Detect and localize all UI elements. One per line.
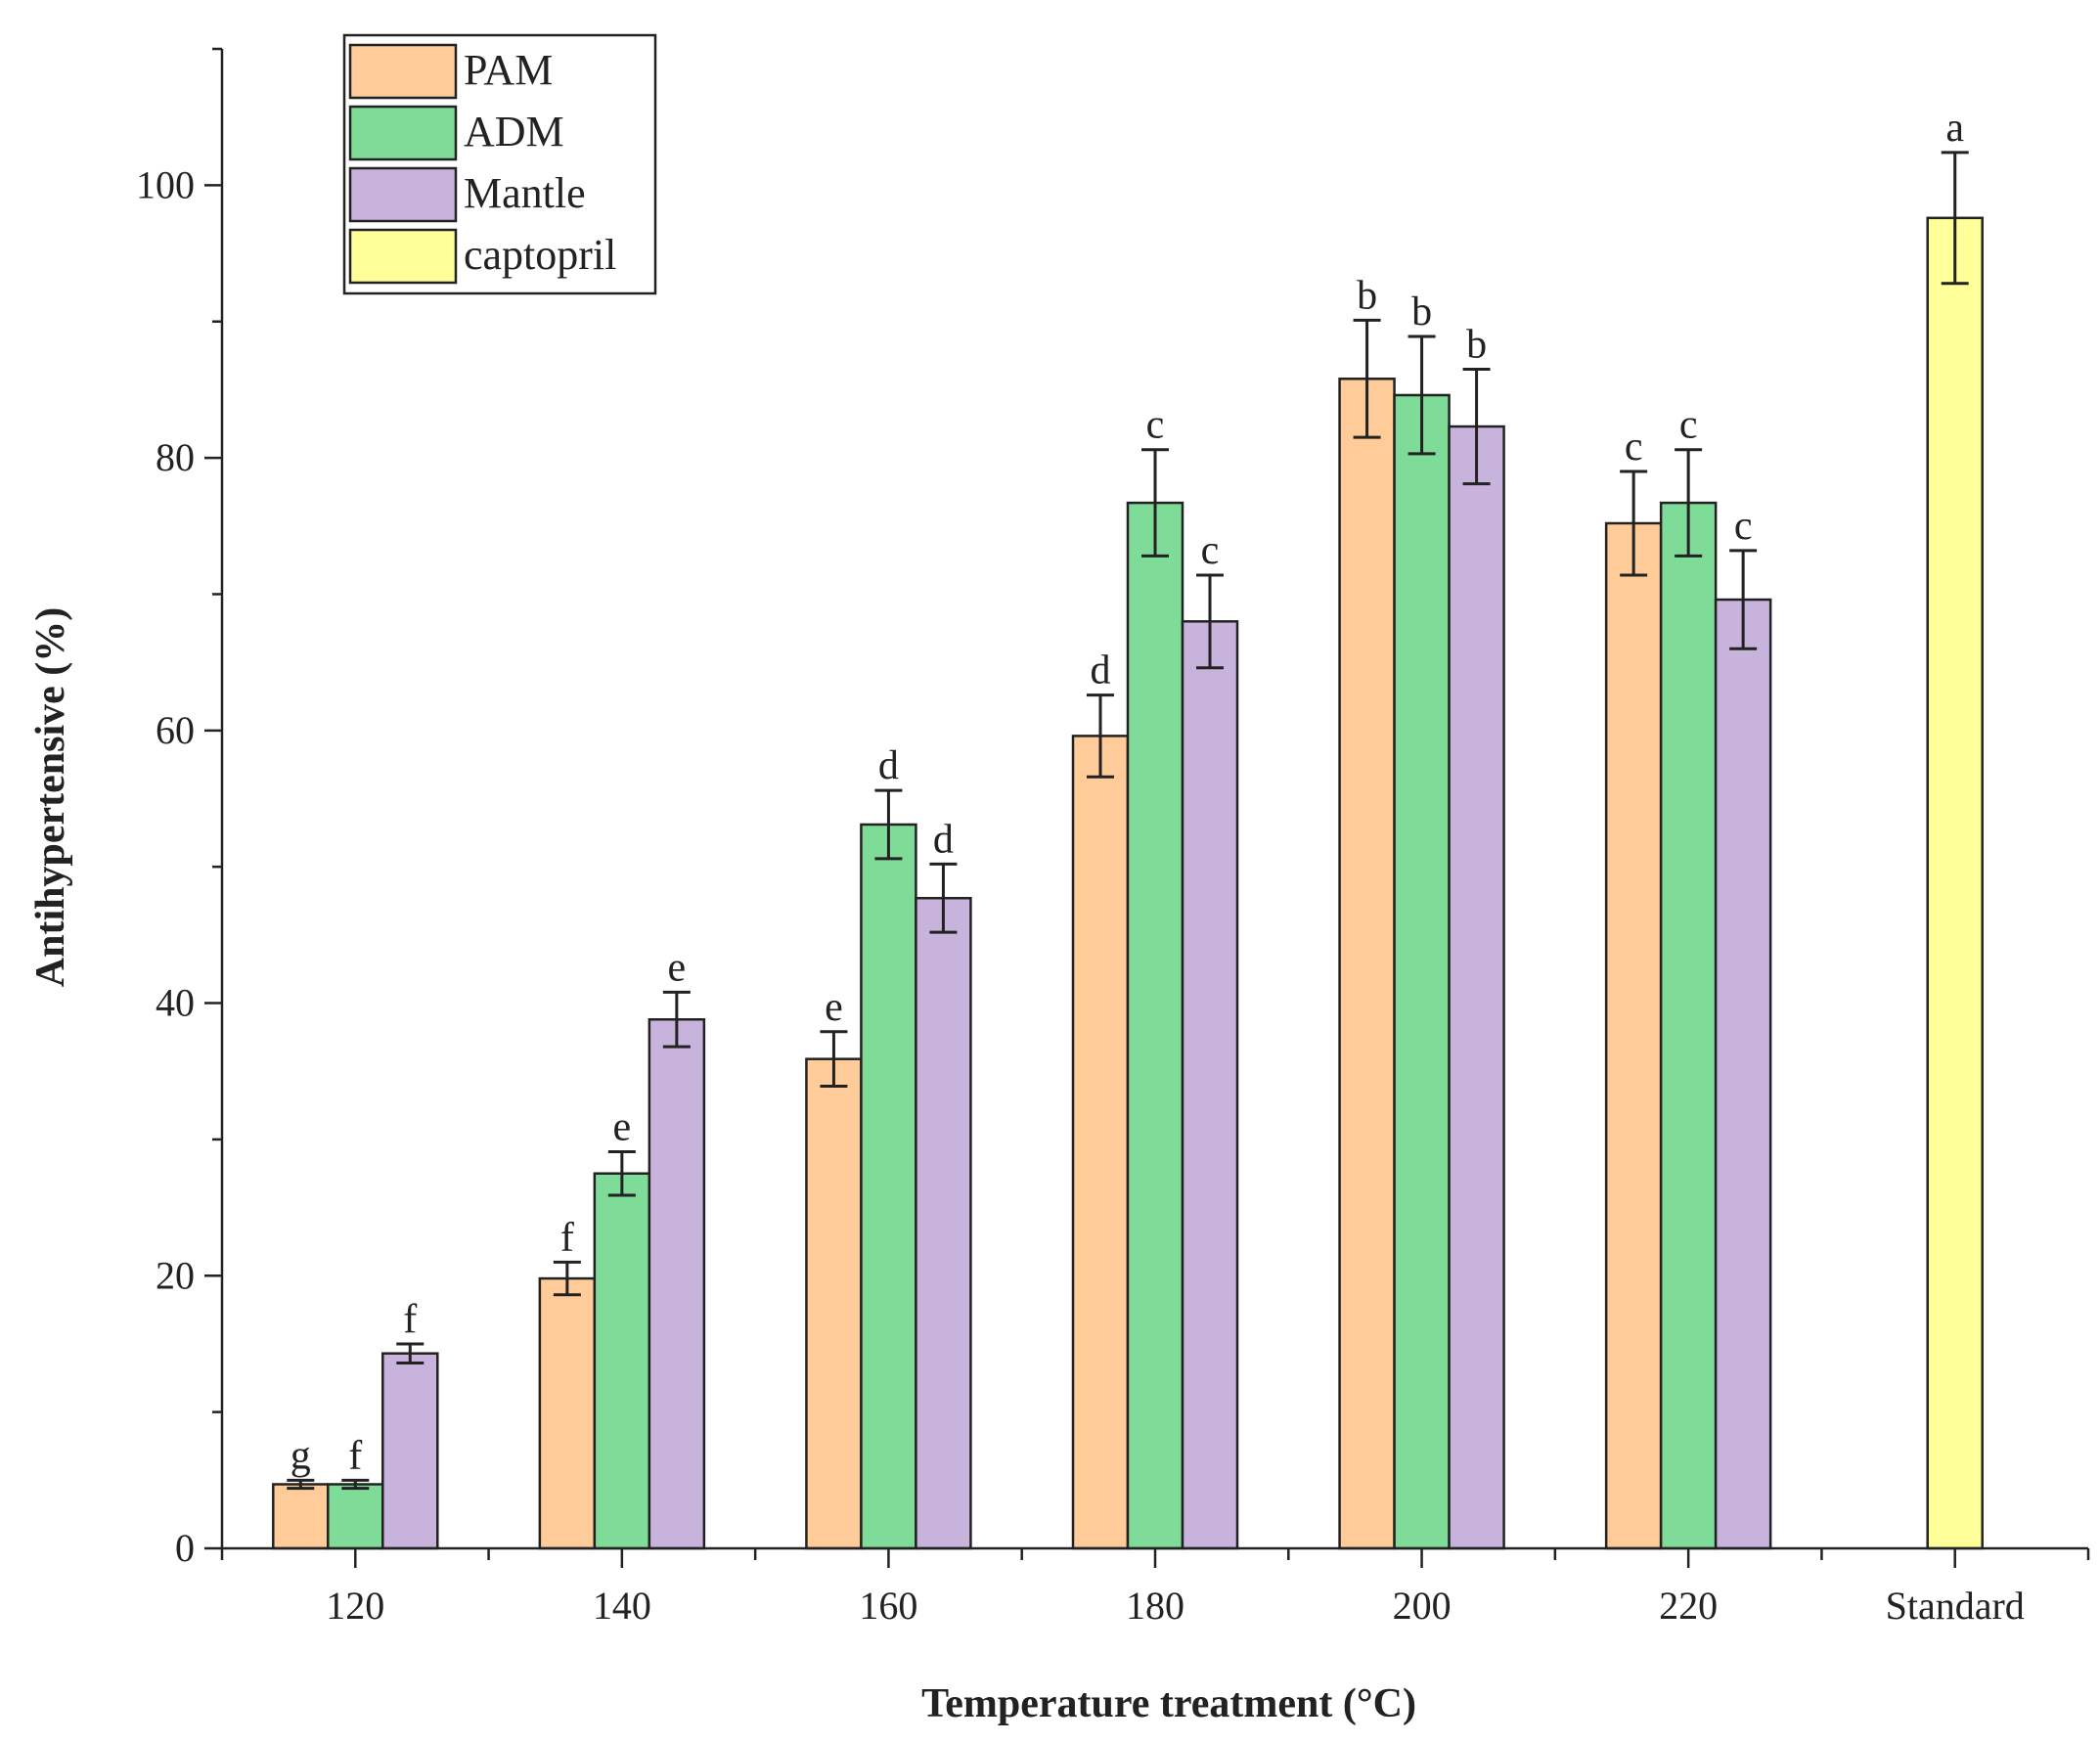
y-tick-label: 40: [156, 981, 195, 1025]
significance-label: d: [878, 743, 899, 788]
error-bar: [1407, 335, 1436, 456]
bar-adm-140: [593, 1172, 651, 1550]
legend-swatch-mantle: [348, 166, 458, 223]
significance-label: b: [1411, 290, 1432, 335]
legend-label-captopril: captopril: [464, 231, 616, 279]
bar-pam-140: [538, 1276, 597, 1550]
significance-label: a: [1945, 106, 1964, 151]
bar-mantle-160: [915, 896, 972, 1550]
error-bar: [929, 862, 958, 934]
significance-label: e: [613, 1104, 632, 1149]
error-bar: [1353, 318, 1381, 439]
significance-label: d: [1091, 648, 1111, 693]
x-tick-label: 160: [859, 1584, 917, 1628]
legend-label-pam: PAM: [464, 46, 553, 94]
significance-label: f: [403, 1297, 417, 1342]
error-bar: [341, 1478, 370, 1491]
error-bar: [820, 1030, 848, 1089]
significance-label: e: [668, 945, 687, 990]
significance-label: c: [1679, 403, 1698, 448]
significance-label: b: [1466, 323, 1487, 368]
y-tick-label: 100: [136, 162, 195, 206]
legend-swatch-adm: [348, 105, 458, 161]
axes: 0 20 40 60 80 100 120 140 160 180 200 220 Standard: [136, 47, 2090, 1628]
error-bar: [396, 1342, 424, 1364]
bars: [272, 216, 1984, 1550]
error-bars: [287, 151, 1969, 1491]
significance-label: b: [1357, 273, 1377, 318]
x-axis-title: Temperature treatment (°C): [921, 1681, 1416, 1726]
bar-pam-160: [805, 1057, 863, 1550]
bar-adm-160: [860, 823, 917, 1550]
bar-mantle-140: [648, 1018, 706, 1550]
x-tick-label: 220: [1659, 1584, 1718, 1628]
error-bar: [1675, 448, 1703, 558]
error-bar: [1087, 693, 1114, 779]
significance-label: c: [1146, 403, 1165, 448]
bar-pam-180: [1071, 735, 1130, 1550]
error-bar: [874, 788, 903, 861]
y-tick-label: 80: [156, 435, 195, 479]
significance-label: c: [1734, 504, 1753, 549]
error-bar: [1620, 469, 1648, 577]
x-tick-label: 200: [1393, 1584, 1452, 1628]
y-tick-label: 60: [156, 708, 195, 752]
legend-swatch-pam: [348, 43, 458, 100]
bar-captopril-standard: [1926, 216, 1984, 1550]
legend: PAM ADM Mantle captopril: [342, 33, 657, 295]
bar-mantle-180: [1181, 620, 1239, 1550]
bar-pam-220: [1604, 521, 1663, 1550]
x-tick-label: 140: [593, 1584, 651, 1628]
error-bar: [607, 1149, 636, 1197]
x-tick-label: 120: [326, 1584, 384, 1628]
significance-label: c: [1625, 425, 1643, 469]
error-bar: [1196, 573, 1224, 670]
significance-label: g: [290, 1433, 311, 1478]
significance-label: e: [825, 985, 843, 1030]
bar-mantle-220: [1714, 598, 1772, 1550]
significance-label: f: [348, 1433, 362, 1478]
bar-adm-180: [1126, 501, 1184, 1550]
error-bar: [553, 1260, 581, 1297]
bar-adm-200: [1393, 393, 1451, 1550]
y-tick-label: 20: [156, 1253, 195, 1297]
bar-pam-120: [272, 1483, 330, 1550]
bar-adm-120: [327, 1483, 384, 1550]
error-bar: [662, 990, 691, 1049]
legend-swatch-captopril: [348, 228, 458, 285]
x-tick-label: Standard: [1886, 1584, 2025, 1628]
error-bar: [1729, 549, 1758, 650]
error-bar: [1141, 448, 1169, 558]
x-tick-label: 180: [1126, 1584, 1184, 1628]
significance-label: c: [1201, 528, 1220, 573]
y-axis-title: Antihypertensive (%): [28, 607, 73, 987]
legend-label-adm: ADM: [464, 108, 564, 156]
legend-label-mantle: Mantle: [464, 169, 586, 217]
y-tick-label: 0: [175, 1526, 195, 1570]
bar-mantle-200: [1448, 425, 1505, 1550]
bar-mantle-120: [381, 1352, 439, 1550]
significance-label: f: [560, 1215, 574, 1260]
error-bar: [1462, 368, 1491, 486]
error-bar: [287, 1478, 315, 1491]
bar-adm-220: [1659, 501, 1718, 1550]
bar-pam-200: [1338, 378, 1396, 1550]
error-bar: [1941, 151, 1969, 286]
significance-label: d: [933, 817, 954, 862]
